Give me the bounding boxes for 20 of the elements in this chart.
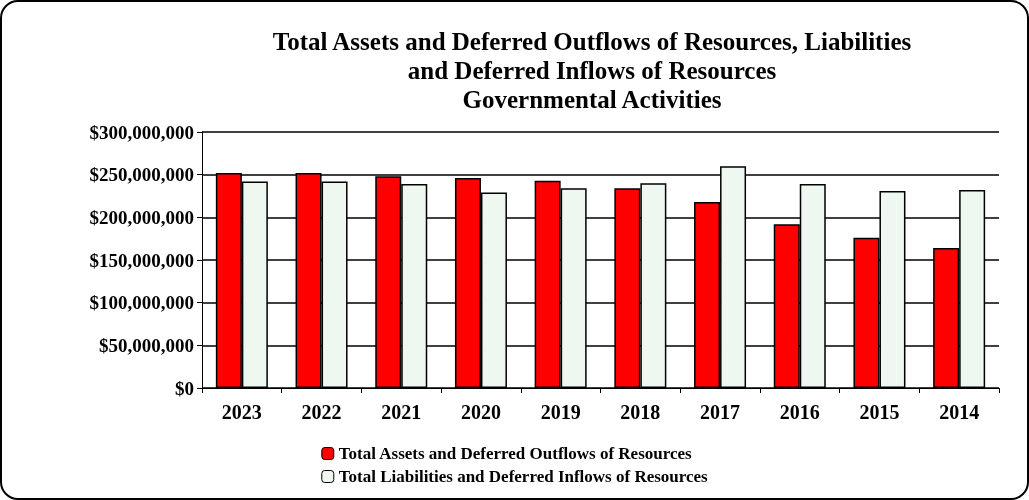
x-tick-label: 2017 (700, 401, 741, 423)
chart-title: Total Assets and Deferred Outflows of Resources, Liabilities and Deferred Inflows of Resources Governmental Activities (272, 28, 912, 113)
legend-label: Total Assets and Deferred Outflows of Resources (338, 444, 693, 463)
y-tick-label: $100,000,000 (89, 292, 194, 314)
x-tick-label: 2019 (540, 401, 581, 423)
y-tick-label: $200,000,000 (89, 206, 194, 228)
x-tick-label: 2023 (221, 401, 262, 423)
x-tick-label: 2020 (460, 401, 501, 423)
x-tick-label: 2021 (381, 401, 422, 423)
legend-label: Total Liabilities and Deferred Inflows of Resources (338, 467, 709, 486)
y-tick-label: $0 (175, 377, 194, 399)
y-tick-label: $300,000,000 (89, 121, 194, 143)
x-tick-label: 2014 (939, 401, 980, 423)
x-tick-label: 2015 (859, 401, 900, 423)
x-tick-label: 2022 (301, 401, 342, 423)
y-tick-label: $50,000,000 (99, 334, 194, 356)
x-tick-label: 2016 (779, 401, 820, 423)
y-tick-label: $150,000,000 (89, 249, 194, 271)
x-tick-label: 2018 (620, 401, 661, 423)
y-tick-label: $250,000,000 (89, 164, 194, 186)
